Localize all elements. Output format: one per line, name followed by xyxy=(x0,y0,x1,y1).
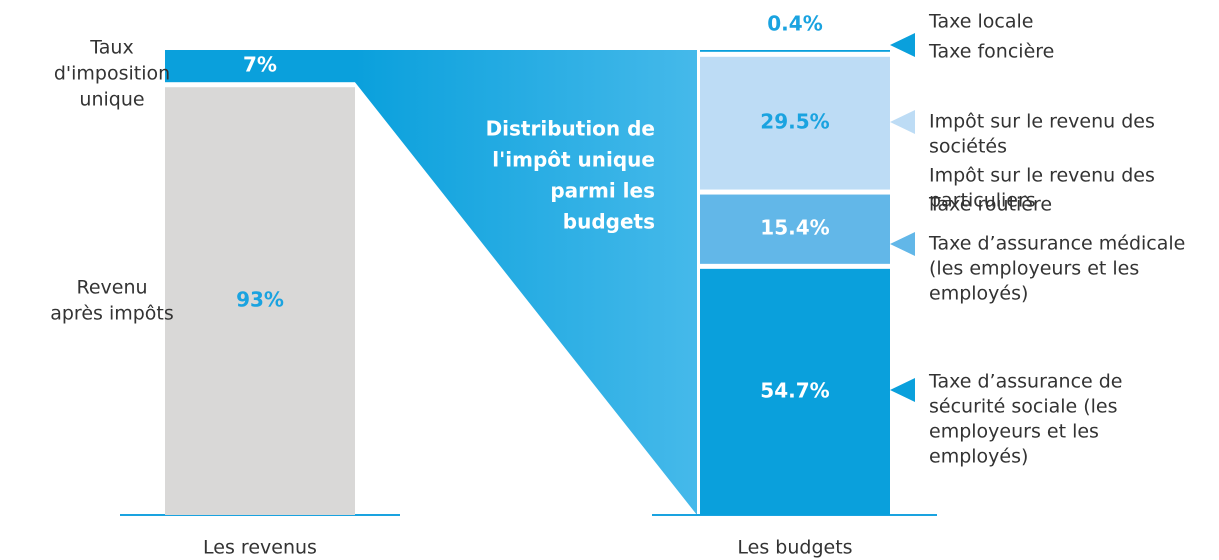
value-label: 15.4% xyxy=(760,216,829,240)
annotation: budgets xyxy=(563,210,655,234)
segment-label: unique xyxy=(79,89,144,111)
segment-label: Taxe foncière xyxy=(928,41,1054,63)
bar-segment xyxy=(165,50,355,83)
value-label: 93% xyxy=(236,288,284,312)
bar-segment xyxy=(700,268,890,515)
segment-label: employeurs et les xyxy=(929,421,1099,443)
value-label: 54.7% xyxy=(760,378,829,402)
segment-label: d'imposition xyxy=(54,63,170,85)
segment-label: Impôt sur le revenu des xyxy=(929,111,1155,133)
segment-label: Impôt sur le revenu des xyxy=(929,165,1155,187)
value-label: 29.5% xyxy=(760,110,829,134)
value-label: 0.4% xyxy=(767,12,822,36)
segment-label: Taxe routière xyxy=(928,194,1052,216)
segment-label: employés) xyxy=(929,446,1028,468)
bar-segment xyxy=(700,194,890,264)
segment-label: Taxe d’assurance de xyxy=(928,371,1123,393)
annotation: Distribution de xyxy=(486,117,655,141)
category-label: Les budgets xyxy=(737,537,852,559)
segment-label: Taux xyxy=(89,37,133,59)
category-label: Les revenus xyxy=(203,537,317,559)
segment-label: sécurité sociale (les xyxy=(929,396,1118,418)
pointer xyxy=(890,33,915,57)
annotation: l'impôt unique xyxy=(492,148,655,172)
pointer xyxy=(890,110,915,134)
segment-label: sociétés xyxy=(929,136,1007,158)
bar-segment xyxy=(700,56,890,190)
pointer xyxy=(890,232,915,256)
bar-segment xyxy=(700,50,890,52)
segment-label: particuliers xyxy=(929,190,1036,212)
value-label: 7% xyxy=(243,53,277,77)
bar-segment xyxy=(165,87,355,515)
segment-label: après impôts xyxy=(50,303,174,325)
segment-label: Taxe d’assurance médicale xyxy=(928,233,1185,255)
annotation: parmi les xyxy=(550,179,655,203)
funnel xyxy=(355,50,697,515)
pointer xyxy=(890,378,915,402)
segment-label: Revenu xyxy=(76,277,147,299)
segment-label: employés) xyxy=(929,283,1028,305)
segment-label: (les employeurs et les xyxy=(929,258,1139,280)
segment-label: Taxe locale xyxy=(928,11,1033,33)
